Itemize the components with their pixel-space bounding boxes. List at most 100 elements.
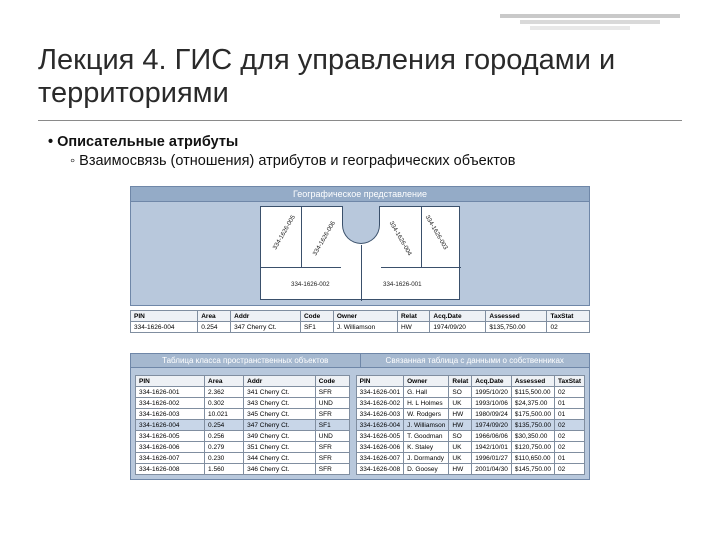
cell: 01 xyxy=(555,398,585,409)
table-row: 334-1626-006K. StaleyUK1942/10/01$120,75… xyxy=(356,442,584,453)
cell: 334-1626-001 xyxy=(356,387,403,398)
cell: 1996/01/27 xyxy=(472,453,512,464)
geographic-panel: Географическое представление 334-1626-00… xyxy=(130,186,590,306)
col-header: Acq.Date xyxy=(472,376,512,387)
cell: 1993/10/06 xyxy=(472,398,512,409)
cell: 334-1626-006 xyxy=(136,442,205,453)
cell: 334-1626-002 xyxy=(356,398,403,409)
cell: 1942/10/01 xyxy=(472,442,512,453)
cell: UK xyxy=(449,442,472,453)
cell: $145,750.00 xyxy=(511,464,554,475)
table-row: 334-1626-001G. HallSO1995/10/20$115,500.… xyxy=(356,387,584,398)
cell: 343 Cherry Ct. xyxy=(244,398,316,409)
cell: J. Williamson xyxy=(333,322,397,333)
table-row: 334-1626-0020.302343 Cherry Ct.UND xyxy=(136,398,350,409)
col-header: Area xyxy=(198,311,231,322)
col-header: TaxStat xyxy=(555,376,585,387)
cell: D. Goosey xyxy=(404,464,449,475)
cell: UK xyxy=(449,398,472,409)
cell: 1.560 xyxy=(205,464,244,475)
cell: W. Rodgers xyxy=(404,409,449,420)
cell: SFR xyxy=(315,442,349,453)
col-header: Assessed xyxy=(486,311,547,322)
cell: SFR xyxy=(315,409,349,420)
cell: $24,375.00 xyxy=(511,398,554,409)
cell: G. Hall xyxy=(404,387,449,398)
cell: 341 Cherry Ct. xyxy=(244,387,316,398)
cell: 2001/04/30 xyxy=(472,464,512,475)
cell: T. Goodman xyxy=(404,431,449,442)
col-header: Acq.Date xyxy=(430,311,486,322)
cell: 334-1626-005 xyxy=(356,431,403,442)
title-underline xyxy=(38,120,682,121)
col-header: Owner xyxy=(404,376,449,387)
parcel-label: 334-1626-001 xyxy=(383,281,422,288)
col-header: Code xyxy=(315,376,349,387)
table-row: 334-1626-0060.279351 Cherry Ct.SFR xyxy=(136,442,350,453)
cell: H. L Holmes xyxy=(404,398,449,409)
cell: 334-1626-003 xyxy=(136,409,205,420)
col-header: Assessed xyxy=(511,376,554,387)
cell: SF1 xyxy=(315,420,349,431)
cell: SFR xyxy=(315,453,349,464)
cell: SO xyxy=(449,431,472,442)
cell: 334-1626-001 xyxy=(136,387,205,398)
cell: 02 xyxy=(555,431,585,442)
parcel-label: 334-1626-004 xyxy=(388,220,413,257)
col-header: Code xyxy=(300,311,333,322)
table-row: 334-1626-0012.362341 Cherry Ct.SFR xyxy=(136,387,350,398)
cell: 334-1626-007 xyxy=(136,453,205,464)
cell: J. Williamson xyxy=(404,420,449,431)
cell: 0.302 xyxy=(205,398,244,409)
cell: K. Staley xyxy=(404,442,449,453)
cell: 0.256 xyxy=(205,431,244,442)
cell: HW xyxy=(449,420,472,431)
cell: 02 xyxy=(555,420,585,431)
col-header: TaxStat xyxy=(547,311,590,322)
cell: $135,750.00 xyxy=(486,322,547,333)
spatial-objects-table: PINAreaAddrCode 334-1626-0012.362341 Che… xyxy=(135,375,350,475)
parcel-map: 334-1626-005 334-1626-006 334-1626-004 3… xyxy=(260,206,460,300)
cell: 334-1626-007 xyxy=(356,453,403,464)
table-row: 334-1626-0040.254347 Cherry Ct.SF1 xyxy=(136,420,350,431)
cell: J. Dormandy xyxy=(404,453,449,464)
corner-decoration xyxy=(420,14,680,34)
cell: 0.254 xyxy=(198,322,231,333)
col-header: Relat xyxy=(397,311,429,322)
cell: 334-1626-002 xyxy=(136,398,205,409)
cell: $135,750.00 xyxy=(511,420,554,431)
cell: UND xyxy=(315,398,349,409)
cell: UND xyxy=(315,431,349,442)
cell: $175,500.00 xyxy=(511,409,554,420)
cell: 1974/09/20 xyxy=(430,322,486,333)
cell: 351 Cherry Ct. xyxy=(244,442,316,453)
cell: 0.254 xyxy=(205,420,244,431)
cell: 344 Cherry Ct. xyxy=(244,453,316,464)
cell: 0.230 xyxy=(205,453,244,464)
cell: 347 Cherry Ct. xyxy=(244,420,316,431)
cell: 2.362 xyxy=(205,387,244,398)
cell: $30,350.00 xyxy=(511,431,554,442)
parcel-label: 334-1626-006 xyxy=(312,220,337,257)
parcel-label: 334-1626-002 xyxy=(291,281,330,288)
cell: 334-1626-003 xyxy=(356,409,403,420)
cell: $120,750.00 xyxy=(511,442,554,453)
table-row: 334-1626-005T. GoodmanSO1966/06/06$30,35… xyxy=(356,431,584,442)
left-table-header: Таблица класса пространственных объектов xyxy=(131,354,361,368)
cell: 334-1626-004 xyxy=(356,420,403,431)
table-row: 334-1626-003W. RodgersHW1980/09/24$175,5… xyxy=(356,409,584,420)
owners-table: PINOwnerRelatAcq.DateAssessedTaxStat 334… xyxy=(356,375,585,475)
parcel-label: 334-1626-005 xyxy=(272,214,297,251)
cell: HW xyxy=(449,464,472,475)
cell: $110,650.00 xyxy=(511,453,554,464)
geo-panel-header: Географическое представление xyxy=(131,187,589,202)
col-header: Addr xyxy=(231,311,301,322)
table-row: 334-1626-0070.230344 Cherry Ct.SFR xyxy=(136,453,350,464)
cell: SO xyxy=(449,387,472,398)
bullet-list: Описательные атрибуты Взаимосвязь (отнош… xyxy=(48,134,680,169)
cell: 01 xyxy=(555,453,585,464)
cell: 0.279 xyxy=(205,442,244,453)
bullet-level2: Взаимосвязь (отношения) атрибутов и геог… xyxy=(70,153,680,169)
col-header: Addr xyxy=(244,376,316,387)
cell: 347 Cherry Ct. xyxy=(231,322,301,333)
